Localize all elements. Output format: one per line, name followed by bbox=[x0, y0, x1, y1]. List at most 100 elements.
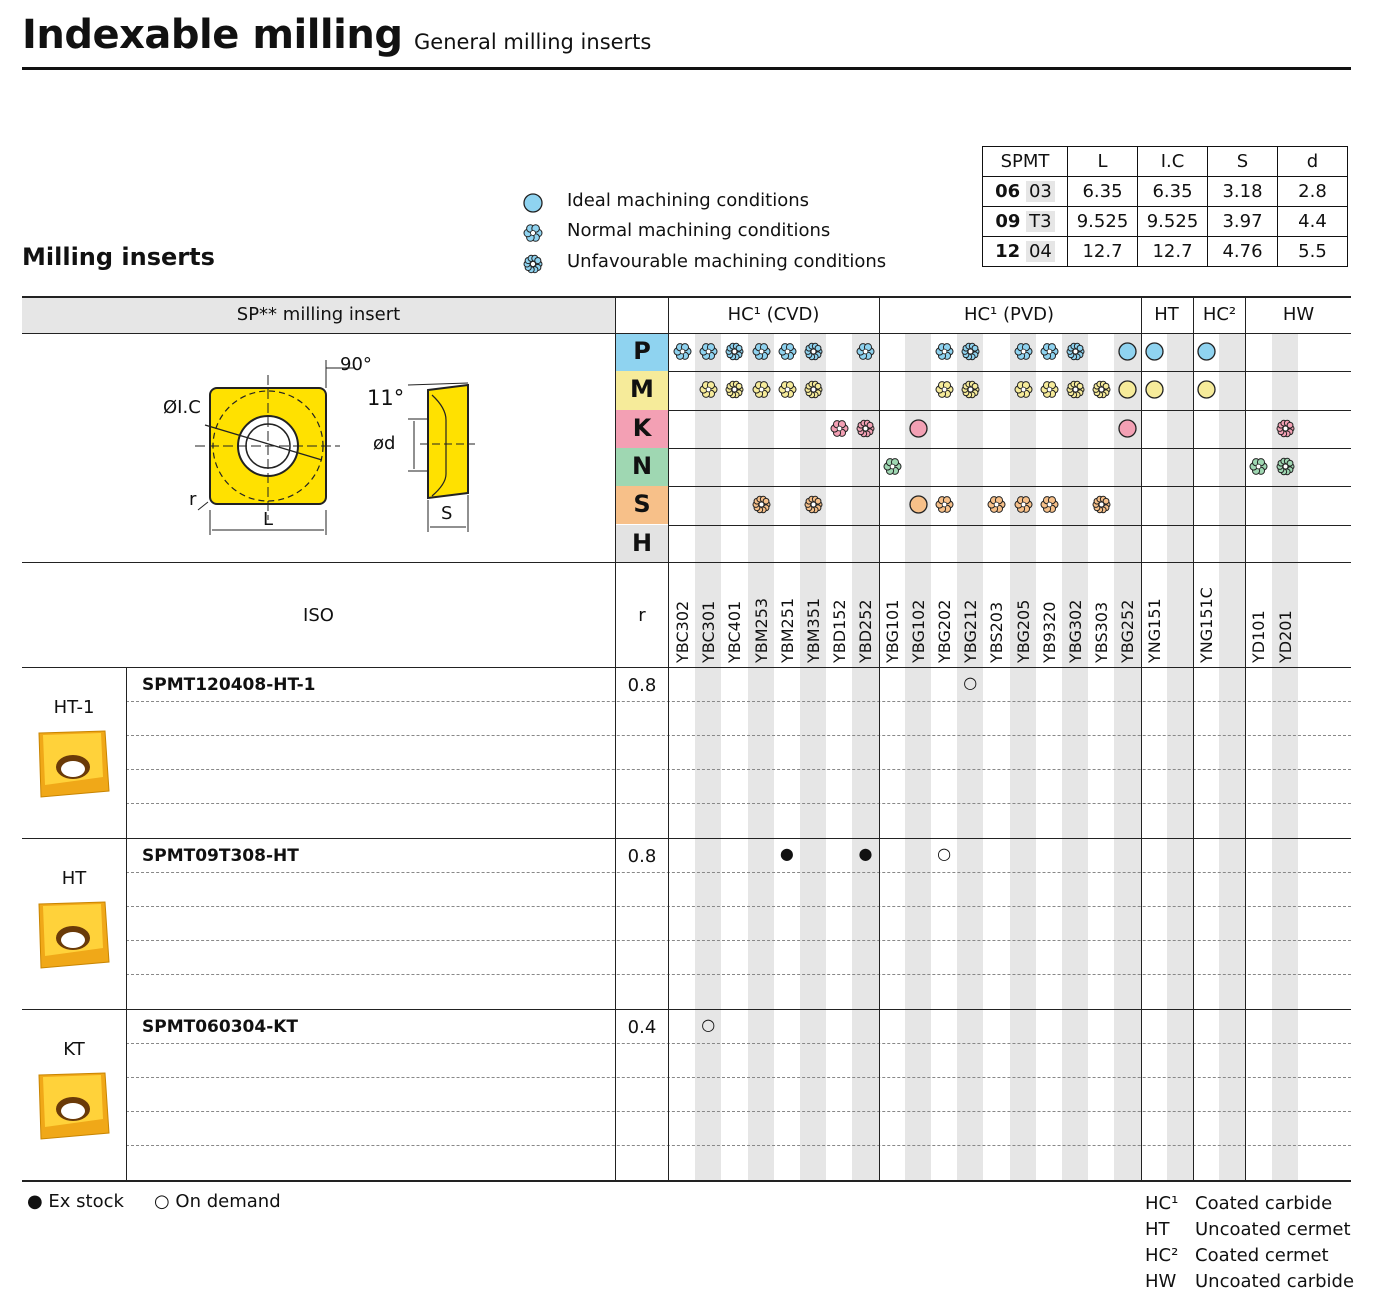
group-vline bbox=[1140, 296, 1142, 1180]
ic-value: 12.7 bbox=[1137, 236, 1208, 267]
normal-conditions-icon bbox=[523, 224, 543, 242]
unfavourable-conditions-icon bbox=[804, 381, 823, 399]
ideal-circle-icon bbox=[909, 418, 928, 438]
row-divider bbox=[126, 906, 1351, 907]
material-row-line bbox=[669, 486, 1351, 488]
block-line bbox=[22, 1009, 1351, 1010]
row-divider bbox=[126, 735, 1351, 736]
grade-label-ybg102: YBG102 bbox=[908, 599, 928, 663]
grade-label-yd101: YD101 bbox=[1249, 610, 1269, 663]
grade-label-ybg302: YBG302 bbox=[1066, 599, 1085, 663]
column-stripe bbox=[1219, 333, 1246, 1180]
ideal-circle-icon bbox=[1197, 380, 1216, 399]
normal-conditions-icon bbox=[1014, 381, 1033, 399]
corner-radius-value: 0.4 bbox=[627, 1017, 657, 1038]
unfavourable-conditions-icon bbox=[1276, 457, 1295, 476]
iso-code: SPMT060304-KT bbox=[142, 1017, 299, 1037]
thickness-label: S bbox=[441, 503, 453, 524]
spmt-dimension-table: SPMT L I.C S d 06 03 6.35 6.35 3.18 2.8 … bbox=[982, 146, 1348, 267]
material-m-cell bbox=[616, 371, 668, 410]
vline bbox=[615, 296, 616, 1180]
material-letter: P bbox=[633, 337, 651, 365]
grade-label-yb9320: YB9320 bbox=[1039, 601, 1059, 663]
legend-ideal-label: Ideal machining conditions bbox=[567, 190, 809, 211]
grade-label-ybm253: YBM253 bbox=[751, 597, 771, 663]
insert-header-cell bbox=[22, 296, 615, 333]
unfavourable-conditions-icon bbox=[804, 342, 823, 361]
group-cvd-label: HC¹ (CVD) bbox=[727, 304, 820, 325]
unfavourable-conditions-icon bbox=[1276, 419, 1295, 437]
s-value: 4.76 bbox=[1207, 236, 1278, 267]
d-value: 5.5 bbox=[1277, 236, 1348, 267]
header-bottom-line bbox=[22, 333, 1351, 334]
table-top-line bbox=[22, 296, 1351, 298]
row-divider bbox=[126, 1043, 1351, 1044]
table-bottom-line bbox=[22, 1180, 1351, 1182]
group-pvd-label: HC¹ (PVD) bbox=[963, 304, 1055, 325]
grade-label-ybm351: YBM351 bbox=[804, 597, 823, 663]
hole-diameter-label: ød bbox=[373, 433, 396, 454]
ic-diameter-label: ØI.C bbox=[163, 397, 201, 418]
normal-conditions-icon bbox=[699, 381, 718, 399]
on-demand-legend: ○ On demand bbox=[154, 1191, 281, 1212]
insert-family-label: HT-1 bbox=[53, 697, 95, 718]
angle-90-label: 90° bbox=[340, 354, 372, 375]
normal-conditions-icon bbox=[1040, 343, 1059, 360]
key-code: HT bbox=[1145, 1219, 1170, 1240]
iso-header: ISO bbox=[303, 605, 334, 626]
insert-photo-icon bbox=[38, 730, 110, 798]
unfavourable-conditions-icon bbox=[1092, 381, 1111, 399]
vline bbox=[126, 667, 127, 1180]
normal-conditions-icon bbox=[699, 343, 718, 360]
normal-conditions-icon bbox=[935, 343, 954, 360]
group-vline bbox=[878, 296, 880, 1180]
normal-conditions-icon bbox=[856, 343, 875, 360]
material-row-line bbox=[669, 371, 1351, 373]
normal-conditions-icon bbox=[1040, 381, 1059, 399]
normal-conditions-icon bbox=[883, 458, 902, 475]
unfavourable-conditions-icon bbox=[523, 254, 543, 274]
group-hw-label: HW bbox=[1282, 304, 1315, 325]
unfavourable-conditions-icon bbox=[1066, 342, 1085, 361]
grade-label-ybc401: YBC401 bbox=[725, 600, 745, 663]
row-divider bbox=[126, 1145, 1351, 1146]
column-stripe bbox=[695, 333, 722, 1180]
unfavourable-conditions-icon bbox=[1092, 495, 1111, 514]
angle-11-label: 11° bbox=[367, 386, 405, 410]
on-demand-mark: ○ bbox=[701, 1015, 716, 1034]
unfavourable-conditions-icon bbox=[804, 495, 823, 514]
normal-conditions-icon bbox=[752, 343, 771, 360]
d-value: 2.8 bbox=[1277, 176, 1348, 207]
normal-conditions-icon bbox=[778, 381, 797, 399]
row-divider bbox=[126, 940, 1351, 941]
grade-label-ybd152: YBD152 bbox=[830, 599, 850, 663]
corner-radius-value: 0.8 bbox=[627, 675, 657, 696]
row-divider bbox=[126, 1111, 1351, 1112]
insert-family-label: HT bbox=[61, 868, 87, 889]
material-row-line bbox=[669, 524, 1351, 526]
row-divider bbox=[126, 803, 1351, 804]
grade-label-ybg202: YBG202 bbox=[935, 599, 954, 663]
grade-label-yng151c: YNG151C bbox=[1197, 587, 1216, 663]
insert-photo-icon bbox=[38, 1072, 110, 1140]
corner-radius-value: 0.8 bbox=[627, 846, 657, 867]
normal-conditions-icon bbox=[752, 381, 771, 399]
normal-conditions-icon bbox=[935, 381, 954, 399]
material-letter: S bbox=[633, 490, 651, 519]
r-header: r bbox=[638, 605, 646, 626]
column-stripe bbox=[1062, 333, 1089, 1180]
grade-label-ybs203: YBS203 bbox=[987, 601, 1007, 663]
column-stripe bbox=[1166, 333, 1193, 1180]
row-divider bbox=[126, 872, 1351, 873]
grade-label-ybg101: YBG101 bbox=[882, 599, 902, 663]
ideal-circle-icon bbox=[909, 495, 928, 514]
block-line bbox=[22, 838, 1351, 839]
grade-label-ybc301: YBC301 bbox=[699, 600, 719, 663]
iso-top-line bbox=[22, 562, 1351, 563]
corner-radius-label: r bbox=[189, 489, 197, 510]
grade-label-ybm251: YBM251 bbox=[777, 597, 797, 663]
title-rule bbox=[22, 67, 1351, 70]
insert-geometry-diagram bbox=[195, 360, 475, 535]
l-header: L bbox=[1067, 146, 1138, 177]
